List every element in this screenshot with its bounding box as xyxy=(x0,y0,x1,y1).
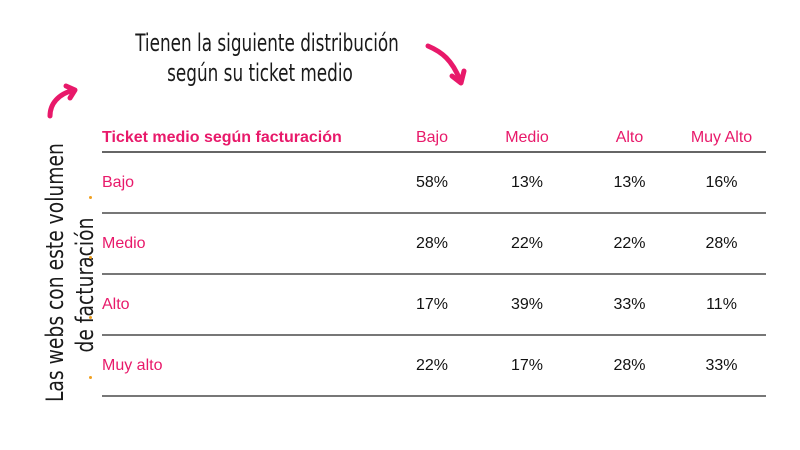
table-row: Bajo 58% 13% 13% 16% xyxy=(102,152,766,213)
header-row: Ticket medio según facturación Bajo Medi… xyxy=(102,125,766,153)
row-axis-title: Las webs con este volumen de facturación xyxy=(40,135,100,435)
table-row: Medio 28% 22% 22% 28% xyxy=(102,213,766,274)
cell-value: 33% xyxy=(613,295,646,313)
arrow-down-right-icon xyxy=(425,43,467,86)
cell-value: 58% xyxy=(415,173,449,191)
column-header: Bajo xyxy=(392,125,472,153)
arrow-up-right-icon xyxy=(47,83,78,119)
bullet-dot xyxy=(89,256,92,259)
cell-value: 17% xyxy=(510,356,544,374)
bullet-dot xyxy=(89,376,92,379)
row-label: Muy alto xyxy=(102,356,163,374)
cell-value: 28% xyxy=(415,234,449,252)
title-line-1: Tienen la siguiente distribución xyxy=(135,29,399,57)
cell-value: 13% xyxy=(613,173,646,191)
table-row: Alto 17% 39% 33% 11% xyxy=(102,274,766,335)
table-row: Muy alto 22% 17% 28% 33% xyxy=(102,335,766,396)
cell-value: 33% xyxy=(705,356,738,374)
column-axis-title: Tienen la siguiente distribución según s… xyxy=(135,28,399,88)
cell-value: 28% xyxy=(705,234,738,252)
cell-value: 11% xyxy=(706,295,737,313)
column-header: Alto xyxy=(582,125,677,153)
cell-value: 13% xyxy=(510,173,544,191)
distribution-table: Ticket medio según facturación Bajo Medi… xyxy=(102,125,766,397)
title-line-2: según su ticket medio xyxy=(167,59,353,87)
row-label: Alto xyxy=(102,295,130,313)
column-header: Medio xyxy=(472,125,582,153)
cell-value: 16% xyxy=(705,173,738,191)
cell-value: 28% xyxy=(613,356,646,374)
side-label-line-1: Las webs con este volumen xyxy=(41,143,69,402)
cell-value: 22% xyxy=(613,234,646,252)
cell-value: 22% xyxy=(415,356,449,374)
cell-value: 22% xyxy=(510,234,544,252)
cell-value: 39% xyxy=(510,295,544,313)
bullet-dot xyxy=(89,196,92,199)
corner-header: Ticket medio según facturación xyxy=(102,125,392,153)
cell-value: 17% xyxy=(415,295,449,313)
row-label: Bajo xyxy=(102,173,135,191)
row-label: Medio xyxy=(102,234,146,252)
column-header: Muy Alto xyxy=(677,125,766,153)
side-label-line-2: de facturación xyxy=(71,217,99,353)
bullet-dot xyxy=(89,316,92,319)
